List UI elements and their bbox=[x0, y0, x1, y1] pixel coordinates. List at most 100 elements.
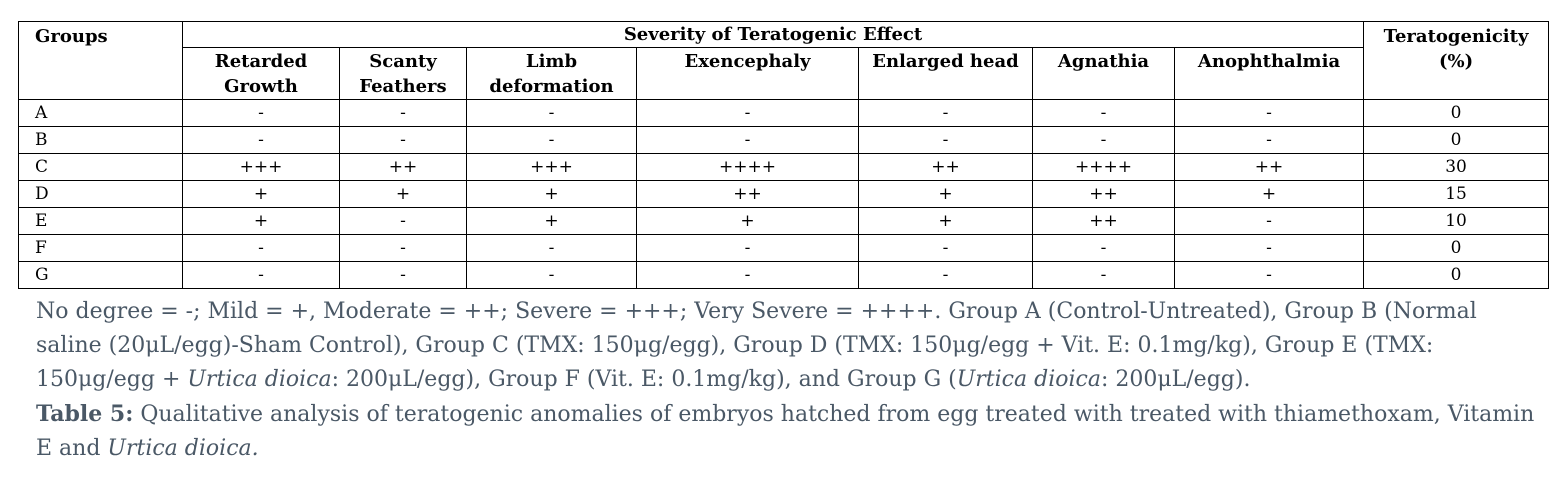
group-cell: F bbox=[18, 234, 183, 262]
teratogenicity-header: Teratogenicity (%) bbox=[1363, 21, 1550, 100]
severity-cell: - bbox=[1032, 126, 1175, 154]
severity-cell: ++ bbox=[1032, 180, 1175, 208]
severity-cell: + bbox=[339, 180, 467, 208]
severity-cell: - bbox=[858, 99, 1033, 127]
severity-cell: - bbox=[636, 126, 859, 154]
severity-cell: - bbox=[1032, 99, 1175, 127]
legend-species-2: Urtica dioica bbox=[956, 367, 1101, 392]
table-row: G-------0 bbox=[18, 261, 1550, 289]
severity-cell: + bbox=[1173, 180, 1365, 208]
table-caption: Table 5: Qualitative analysis of teratog… bbox=[36, 397, 1546, 466]
group-cell: A bbox=[18, 99, 183, 127]
severity-cell: - bbox=[466, 261, 637, 289]
table-row: C +++ ++ +++ ++++ ++ ++++ ++ 30 bbox=[18, 153, 1550, 181]
table-container: Groups Severity of Teratogenic Effect Te… bbox=[18, 21, 1550, 289]
effect-column-header-line: Agnathia bbox=[1057, 51, 1150, 72]
group-cell: G bbox=[18, 261, 183, 289]
severity-cell: + bbox=[182, 180, 340, 208]
effect-column-header-line: Scanty bbox=[369, 51, 437, 72]
effect-column-header-line: Retarded bbox=[214, 51, 308, 72]
group-cell: D bbox=[18, 180, 183, 208]
severity-cell: + bbox=[636, 207, 859, 235]
table-row: D + + + ++ + ++ +15 bbox=[18, 180, 1550, 208]
severity-cell: - bbox=[466, 126, 637, 154]
severity-cell: - bbox=[1032, 234, 1175, 262]
effect-column-header: Enlarged head bbox=[858, 47, 1033, 100]
group-cell: B bbox=[18, 126, 183, 154]
severity-cell: - bbox=[1173, 234, 1365, 262]
severity-cell: - bbox=[636, 234, 859, 262]
severity-cell: + bbox=[182, 207, 340, 235]
severity-cell: - bbox=[858, 234, 1033, 262]
effect-column-header-line: Exencephaly bbox=[684, 51, 811, 72]
teratogenicity-cell: 0 bbox=[1363, 261, 1550, 289]
severity-cell: - bbox=[339, 234, 467, 262]
effect-column-header-line: Feathers bbox=[359, 76, 447, 97]
severity-cell: - bbox=[339, 99, 467, 127]
effect-column-header: Scanty Feathers bbox=[339, 47, 467, 100]
severity-cell: - bbox=[339, 126, 467, 154]
severity-cell: - bbox=[466, 99, 637, 127]
severity-cell: ++++ bbox=[1032, 153, 1175, 181]
caption-label: Table 5: bbox=[36, 401, 134, 427]
severity-cell: - bbox=[182, 261, 340, 289]
severity-cell: ++ bbox=[1032, 207, 1175, 235]
severity-cell: - bbox=[636, 261, 859, 289]
caption-text: Qualitative analysis of teratogenic anom… bbox=[36, 402, 1535, 461]
severity-cell: ++ bbox=[339, 153, 467, 181]
severity-cell: +++ bbox=[182, 153, 340, 181]
severity-cell: - bbox=[466, 234, 637, 262]
severity-cell: - bbox=[339, 207, 467, 235]
effect-column-header: Retarded Growth bbox=[182, 47, 340, 100]
effect-column-header-line: Anophthalmia bbox=[1197, 51, 1341, 72]
severity-cell: ++ bbox=[858, 153, 1033, 181]
severity-cell: - bbox=[1173, 99, 1365, 127]
severity-cell: - bbox=[636, 99, 859, 127]
header-row-top: Groups Severity of Teratogenic Effect Te… bbox=[18, 21, 1550, 100]
group-cell: E bbox=[18, 207, 183, 235]
teratogenicity-cell: 30 bbox=[1363, 153, 1550, 181]
effect-column-header: Anophthalmia bbox=[1173, 47, 1365, 100]
severity-cell: - bbox=[1173, 126, 1365, 154]
severity-cell: +++ bbox=[466, 153, 637, 181]
group-cell: C bbox=[18, 153, 183, 181]
table-row: A-------0 bbox=[18, 99, 1550, 127]
effect-column-header: Exencephaly bbox=[636, 47, 859, 100]
caption-species: Urtica dioica. bbox=[107, 436, 259, 461]
effect-header-row: Retarded Growth Scanty Feathers Limb deformat… bbox=[19, 47, 1549, 100]
teratogenicity-cell: 0 bbox=[1363, 99, 1550, 127]
effect-column-header: Agnathia bbox=[1032, 47, 1175, 100]
severity-cell: + bbox=[466, 180, 637, 208]
severity-header: Severity of Teratogenic Effect bbox=[181, 21, 1365, 48]
teratogenic-table: Groups Severity of Teratogenic Effect Te… bbox=[18, 21, 1550, 289]
table-row: B-------0 bbox=[18, 126, 1550, 154]
severity-cell: ++++ bbox=[636, 153, 859, 181]
severity-cell: - bbox=[182, 99, 340, 127]
effect-column-header-line: Growth bbox=[224, 76, 298, 97]
table-row: E + - + + + ++ -10 bbox=[18, 207, 1550, 235]
effect-column-header-line: deformation bbox=[489, 76, 614, 97]
severity-cell: + bbox=[466, 207, 637, 235]
legend-text-2: : 200μL/egg), Group F (Vit. E: 0.1mg/kg)… bbox=[331, 367, 957, 392]
severity-cell: - bbox=[858, 126, 1033, 154]
severity-cell: - bbox=[182, 126, 340, 154]
severity-cell: ++ bbox=[636, 180, 859, 208]
severity-cell: - bbox=[1173, 207, 1365, 235]
severity-legend: No degree = -; Mild = +, Moderate = ++; … bbox=[36, 295, 1546, 397]
effect-column-header-line: Limb bbox=[525, 51, 578, 72]
severity-cell: - bbox=[858, 261, 1033, 289]
table-row: F-------0 bbox=[18, 234, 1550, 262]
severity-cell: - bbox=[1173, 261, 1365, 289]
groups-header: Groups bbox=[18, 21, 183, 100]
severity-cell: - bbox=[1032, 261, 1175, 289]
teratogenicity-cell: 10 bbox=[1363, 207, 1550, 235]
effect-column-header-line: Enlarged head bbox=[872, 51, 1019, 72]
teratogenicity-cell: 0 bbox=[1363, 126, 1550, 154]
teratogenicity-cell: 0 bbox=[1363, 234, 1550, 262]
legend-species-1: Urtica dioica bbox=[187, 367, 332, 392]
severity-cell: - bbox=[182, 234, 340, 262]
severity-cell: + bbox=[858, 207, 1033, 235]
legend-text-1: No degree = -; Mild = +, Moderate = ++; … bbox=[36, 299, 1477, 392]
effect-column-header: Limb deformation bbox=[466, 47, 637, 100]
severity-cell: + bbox=[858, 180, 1033, 208]
